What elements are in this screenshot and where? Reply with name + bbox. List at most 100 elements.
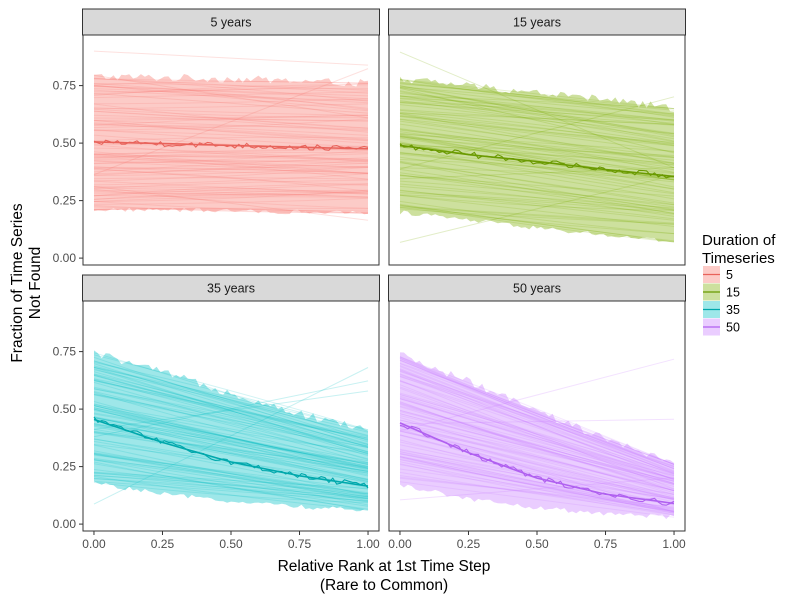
series-line xyxy=(399,174,675,208)
series-line xyxy=(93,180,369,194)
x-tick-label: 0.50 xyxy=(525,537,549,551)
series-line xyxy=(399,98,675,124)
series-line xyxy=(399,427,675,492)
series-line xyxy=(93,472,369,495)
outlier-series-line xyxy=(93,367,369,505)
panel-3: 50 years 0.00 0.25 0.50 0.75 1.00 xyxy=(388,274,686,551)
series-line xyxy=(93,189,369,202)
series-line xyxy=(399,455,675,512)
x-axis-subtitle: (Rare to Common) xyxy=(320,577,448,594)
series-line xyxy=(93,107,369,116)
series-line xyxy=(399,156,675,200)
series-line xyxy=(93,391,369,466)
series-line xyxy=(399,120,675,158)
series-line xyxy=(93,386,369,447)
outlier-series-line xyxy=(399,358,675,432)
series-line xyxy=(399,118,675,165)
series-line xyxy=(399,394,675,480)
series-line xyxy=(399,423,675,491)
facet-strip xyxy=(82,8,380,36)
series-line xyxy=(93,438,369,488)
series-line xyxy=(93,115,369,127)
series-line xyxy=(399,356,675,465)
series-line xyxy=(93,80,369,86)
series-line xyxy=(399,386,675,481)
series-line xyxy=(399,425,675,498)
series-line xyxy=(93,125,369,130)
series-line xyxy=(93,431,369,474)
outlier-series-line xyxy=(399,174,675,243)
series-line xyxy=(399,401,675,492)
series-line xyxy=(399,401,675,492)
series-line xyxy=(93,189,369,200)
series-line xyxy=(399,362,675,465)
x-axis-title: Relative Rank at 1st Time Step xyxy=(278,558,491,575)
series-line xyxy=(399,143,675,174)
series-line xyxy=(399,430,675,496)
series-line xyxy=(399,112,675,145)
legend-label: 5 xyxy=(726,268,733,282)
series-line xyxy=(399,461,675,516)
series-line xyxy=(399,85,675,115)
series-line xyxy=(93,77,369,102)
outlier-series-line xyxy=(93,366,369,455)
series-line xyxy=(399,141,675,190)
series-line xyxy=(93,407,369,467)
outlier-series-line xyxy=(93,380,369,438)
series-line xyxy=(399,357,675,465)
series-line xyxy=(399,162,675,204)
series-line xyxy=(93,186,369,195)
series-line xyxy=(399,192,675,211)
y-tick-label: 0.00 xyxy=(53,251,77,265)
series-line xyxy=(93,452,369,495)
series-line xyxy=(93,394,369,449)
series-line xyxy=(399,405,675,480)
series-line xyxy=(399,380,675,475)
series-line xyxy=(93,130,369,144)
series-line xyxy=(399,111,675,147)
series-line xyxy=(399,417,675,492)
series-line xyxy=(399,91,675,142)
series-line xyxy=(93,361,369,432)
series-line xyxy=(93,407,369,462)
series-line xyxy=(93,405,369,469)
series-line xyxy=(399,118,675,153)
series-line xyxy=(93,108,369,119)
series-line xyxy=(93,408,369,473)
series-line xyxy=(93,78,369,94)
panel-data xyxy=(93,350,369,512)
series-line xyxy=(93,200,369,212)
series-line xyxy=(93,208,369,214)
series-line xyxy=(399,152,675,181)
series-line xyxy=(93,153,369,160)
series-line xyxy=(93,84,369,112)
series-line xyxy=(399,136,675,156)
series-line xyxy=(399,358,675,472)
series-line xyxy=(93,167,369,186)
series-line xyxy=(399,208,675,225)
series-line xyxy=(399,82,675,118)
x-tick-label: 0.25 xyxy=(457,537,481,551)
series-line xyxy=(399,172,675,206)
series-line xyxy=(93,378,369,441)
series-line xyxy=(399,356,675,470)
series-line xyxy=(93,191,369,200)
series-line xyxy=(93,480,369,502)
panel-background xyxy=(83,301,379,531)
series-line xyxy=(93,83,369,111)
series-line xyxy=(93,420,369,472)
series-line xyxy=(399,392,675,476)
series-line xyxy=(93,404,369,455)
series-line xyxy=(93,165,369,176)
panel-border xyxy=(82,34,380,266)
ribbon-band xyxy=(94,350,368,512)
series-line xyxy=(93,360,369,437)
series-line xyxy=(93,188,369,209)
series-line xyxy=(93,374,369,446)
series-line xyxy=(93,114,369,119)
series-line xyxy=(399,456,675,512)
series-line xyxy=(399,109,675,125)
outlier-series-line xyxy=(93,74,369,119)
series-line xyxy=(93,120,369,132)
